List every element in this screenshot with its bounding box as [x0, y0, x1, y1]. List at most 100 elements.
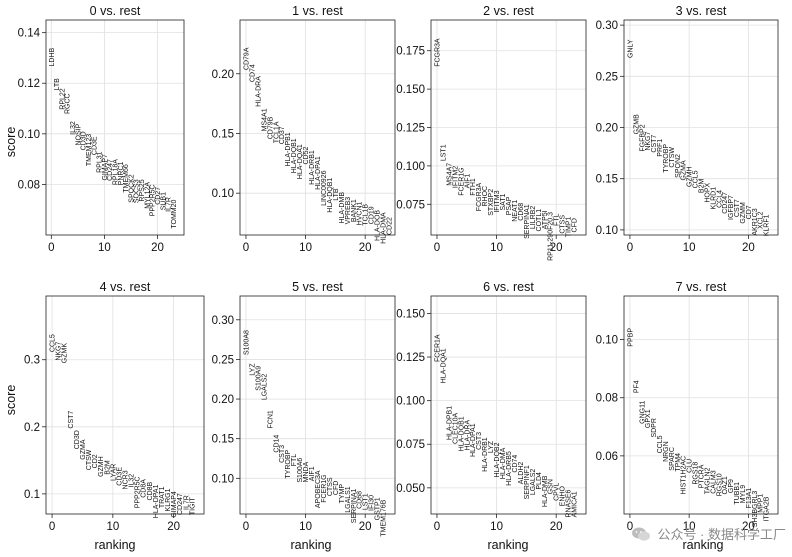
gene-label: RPS25: [139, 179, 146, 201]
gene-label: PF4: [633, 380, 640, 393]
gene-label: SH3BGRL3: [752, 491, 759, 528]
y-tick-label: 0.12: [18, 78, 40, 90]
y-tick-label: 0.150: [396, 308, 425, 320]
gene-label: MPP1: [758, 494, 765, 513]
gene-label: HIST1H2AC: [681, 456, 688, 495]
gene-label: IL7R: [166, 197, 173, 212]
gene-label: HLA-DMA: [500, 447, 507, 479]
gene-label: IFITM3: [494, 190, 501, 212]
gene-label: SUB1: [160, 192, 167, 210]
x-tick-label: 0: [434, 521, 440, 533]
gene-label: GSN: [548, 479, 555, 494]
x-tick-label: 10: [299, 521, 312, 533]
x-axis-label-col3: ranking: [488, 538, 529, 552]
gene-label: HLA-DQB2: [494, 442, 501, 477]
gene-label: CST7: [651, 135, 658, 153]
y-tick-label: 0.10: [212, 188, 234, 200]
gene-label: HLA-DMB: [339, 192, 346, 224]
gene-label: ITGA2B: [764, 496, 771, 521]
gene-label: SERPINA1: [524, 204, 531, 239]
gene-label: IL32: [129, 474, 136, 488]
gene-label: VPREB3: [345, 197, 352, 225]
y-tick-label: 0.100: [396, 161, 425, 173]
y-tick-label: 0.30: [596, 20, 618, 32]
x-tick-label: 20: [151, 242, 164, 254]
gene-label: HLA-DQB1: [458, 416, 465, 451]
gene-label: MS4A1: [261, 108, 268, 131]
gene-label: HLA-DPA1: [470, 423, 477, 457]
gene-label: AIF1: [309, 466, 316, 481]
gene-label: LTB: [333, 188, 340, 201]
gene-label: GIMAP7: [102, 154, 109, 181]
y-tick-label: 0.15: [212, 128, 234, 140]
gene-label: HLA-DPA1: [315, 156, 322, 190]
gene-label: SPARC: [669, 447, 676, 471]
gene-label: HVCN1: [357, 201, 364, 225]
gene-label: RPL31: [97, 151, 104, 173]
gene-label: CD79A: [244, 47, 251, 70]
x-tick-label: 10: [299, 242, 312, 254]
panel-frame: [45, 19, 185, 236]
gene-label: CD247: [722, 192, 729, 214]
gene-label: ENHO: [560, 486, 567, 507]
gene-label: HLA-DQB1: [327, 178, 334, 213]
gene-label: IL32: [70, 121, 77, 135]
gene-label: GZMB: [633, 114, 640, 135]
gene-label: RP11-290F20.3: [548, 212, 555, 261]
gene-label: FCN1: [267, 410, 274, 428]
gene-label: HLA-DQA1: [297, 144, 304, 179]
gene-label: CLU: [687, 459, 694, 473]
x-tick-label: 10: [683, 521, 696, 533]
gene-label: LGALS1: [345, 486, 352, 513]
gene-label: RHOC: [482, 186, 489, 207]
gene-label: TMEM66: [123, 164, 130, 193]
gene-label: TYROBP: [285, 449, 292, 478]
gene-label: CD247: [107, 159, 114, 181]
gene-label: TOMM20: [171, 199, 178, 228]
gene-label: RPL22: [59, 88, 66, 110]
x-tick-label: 20: [550, 242, 563, 254]
gene-label: AMICA1: [572, 491, 579, 517]
gene-label: NKG7: [645, 131, 652, 150]
y-tick-label: 0.06: [596, 451, 618, 463]
gene-label: CD22: [387, 217, 394, 235]
gene-label: GZMA: [80, 439, 87, 460]
gene-label: LTB: [54, 78, 61, 91]
gene-label: S100A6: [297, 458, 304, 483]
gene-label: HLA-DRA: [255, 76, 262, 107]
y-axis-label-bottom: score: [4, 385, 18, 416]
gene-label: HLA-DPB1: [446, 406, 453, 440]
x-tick-label: 10: [490, 521, 503, 533]
gene-label: AKR1C3: [752, 208, 759, 235]
gene-label: SDPR: [651, 418, 658, 437]
x-tick-label: 0: [243, 521, 249, 533]
y-tick-label: 0.075: [396, 439, 425, 451]
gene-label: CD3D: [74, 430, 81, 449]
y-tick-label: 0.150: [396, 84, 425, 96]
gene-label: GPX1: [645, 409, 652, 428]
gene-label: HOPX: [704, 182, 711, 202]
gene-label: CD247: [177, 493, 184, 515]
y-tick-label: 0.10: [596, 225, 618, 237]
gene-label: IFITM2: [452, 166, 459, 188]
gene-label: SPOCK2: [128, 174, 135, 203]
gene-label: HLA-DPA1: [153, 484, 160, 518]
gene-label: LGALS2: [261, 374, 268, 401]
gene-label: GIMAP4: [171, 491, 178, 518]
panel-frame: [45, 295, 205, 515]
gene-label: GP9: [728, 479, 735, 493]
x-tick-label: 20: [742, 521, 755, 533]
y-tick-label: 0.175: [396, 46, 425, 58]
gene-label: LYZ: [249, 363, 256, 376]
watermark-text: 公众号 · 数据科学工厂: [657, 527, 786, 542]
gene-label: OAZ1: [722, 476, 729, 494]
panel-frame: [623, 295, 779, 515]
gene-label: CCL4: [716, 190, 723, 208]
x-tick-label: 10: [98, 242, 111, 254]
gene-label: KLRD1: [710, 187, 717, 210]
gene-label: PPP2R5C: [135, 476, 142, 508]
panel-frame: [239, 19, 396, 236]
gene-label: PTCRA: [699, 464, 706, 488]
gene-label: GZMA: [681, 160, 688, 181]
